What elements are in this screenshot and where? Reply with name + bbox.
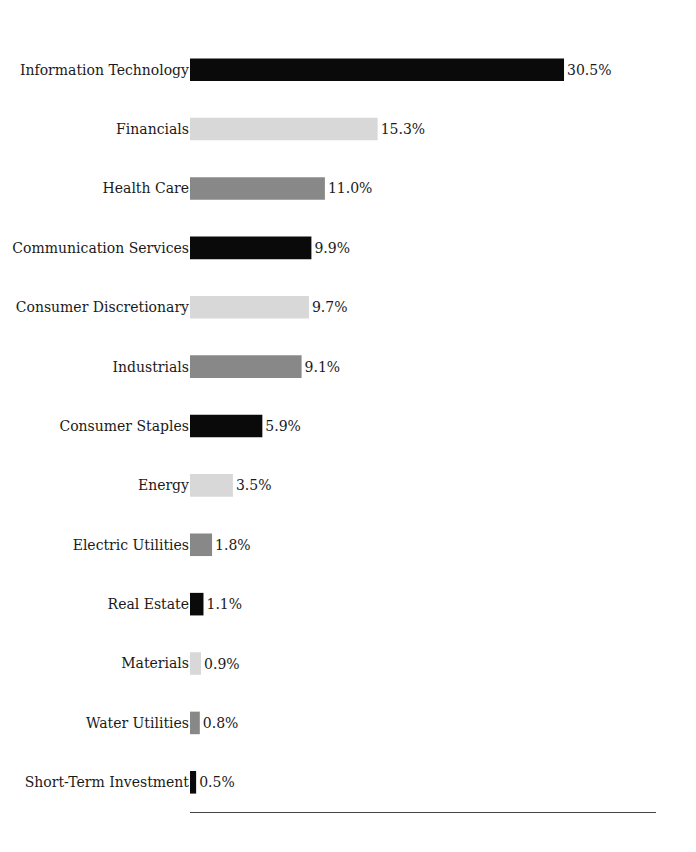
svg-text:15.3%: 15.3% (381, 121, 425, 137)
svg-text:5.9%: 5.9% (265, 418, 301, 434)
svg-text:Information Technology: Information Technology (20, 62, 189, 78)
svg-text:Materials: Materials (121, 655, 189, 671)
svg-text:Energy: Energy (138, 477, 189, 493)
svg-text:Water Utilities: Water Utilities (86, 715, 189, 731)
svg-text:11.0%: 11.0% (328, 180, 372, 196)
svg-text:3.5%: 3.5% (236, 477, 272, 493)
svg-text:Health Care: Health Care (103, 180, 189, 196)
svg-text:Short-Term Investment: Short-Term Investment (25, 774, 190, 790)
svg-text:9.9%: 9.9% (314, 240, 350, 256)
svg-text:Consumer Discretionary: Consumer Discretionary (16, 299, 189, 315)
svg-text:9.7%: 9.7% (312, 299, 348, 315)
svg-text:0.8%: 0.8% (203, 715, 239, 731)
svg-text:Industrials: Industrials (112, 359, 189, 375)
svg-text:Electric Utilities: Electric Utilities (73, 537, 189, 553)
svg-text:30.5%: 30.5% (567, 62, 611, 78)
svg-text:0.9%: 0.9% (204, 656, 240, 672)
svg-text:9.1%: 9.1% (305, 359, 341, 375)
svg-text:1.8%: 1.8% (215, 537, 251, 553)
svg-text:Consumer Staples: Consumer Staples (59, 418, 189, 434)
svg-text:0.5%: 0.5% (199, 774, 235, 790)
svg-text:Communication Services: Communication Services (12, 240, 189, 256)
svg-text:Real Estate: Real Estate (108, 596, 189, 612)
svg-text:1.1%: 1.1% (206, 596, 242, 612)
svg-text:Financials: Financials (116, 121, 189, 137)
